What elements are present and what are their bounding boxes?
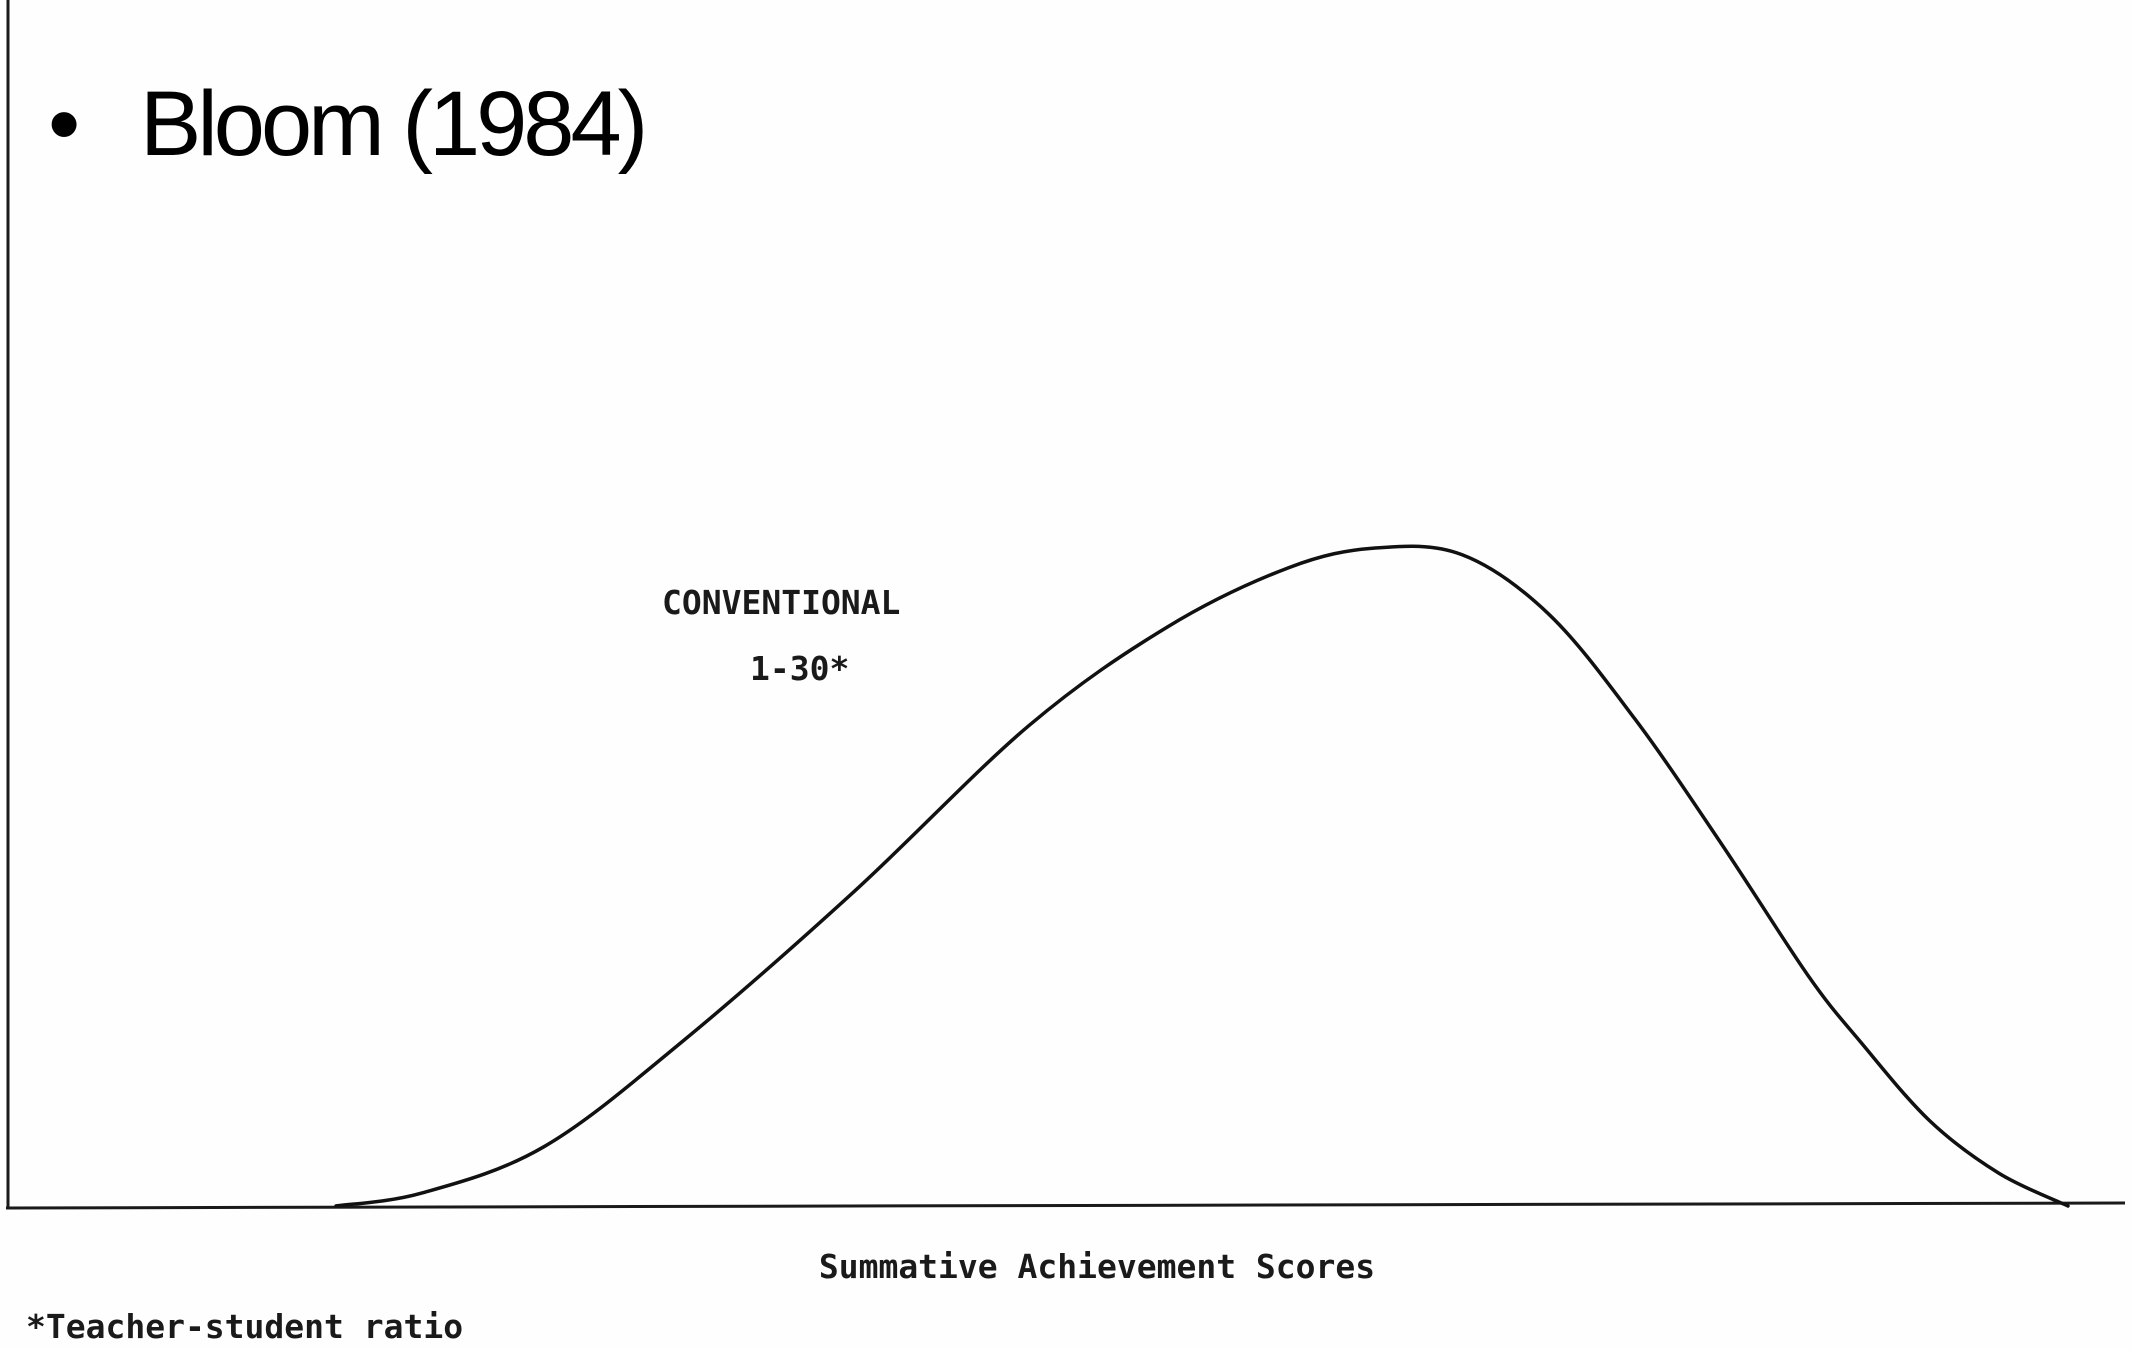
footnote: *Teacher-student ratio [26,1307,463,1346]
conventional-curve [334,544,2070,1208]
title-text: Bloom (1984) [140,73,648,175]
series-sublabel: 1-30* [750,649,849,688]
x-axis-label: Summative Achievement Scores [819,1247,1375,1286]
x-axis [5,1201,2126,1210]
series-label: CONVENTIONAL [662,583,900,622]
title-bullet: • [48,73,80,175]
slide-title: • Bloom (1984) [48,73,648,175]
